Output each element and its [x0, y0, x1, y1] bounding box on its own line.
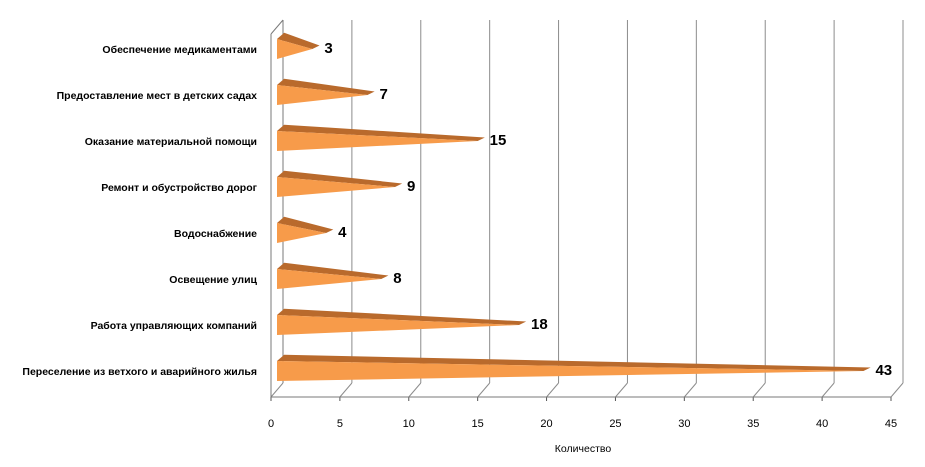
x-tick-label: 10 [403, 418, 415, 430]
x-tick-label: 30 [678, 418, 690, 430]
category-label: Работа управляющих компаний [91, 320, 257, 332]
y-axis-top-edge [270, 19, 284, 35]
bar-top-face [277, 32, 320, 49]
data-label: 7 [379, 86, 387, 103]
floor-gridline [339, 382, 353, 398]
bar [277, 177, 395, 197]
bar-top-face [277, 354, 871, 371]
bar [277, 269, 382, 289]
floor-gridline [752, 382, 766, 398]
category-label: Предоставление мест в детских садах [57, 90, 258, 102]
bar-top-face [277, 124, 485, 141]
category-label: Освещение улиц [169, 274, 257, 286]
x-tick-label: 45 [885, 418, 897, 430]
bar-top-face [277, 308, 527, 325]
bar [277, 361, 864, 381]
floor-gridline [477, 382, 491, 398]
x-tick-label: 0 [268, 418, 274, 430]
category-label: Ремонт и обустройство дорог [101, 182, 257, 194]
floor-gridline [546, 382, 559, 398]
floor-gridline [408, 382, 422, 398]
x-tick-label: 25 [609, 418, 621, 430]
grid [270, 20, 904, 398]
floor-gridline [270, 382, 284, 398]
bar-top-face [277, 170, 403, 187]
bar [277, 223, 327, 243]
x-tick-label: 35 [747, 418, 759, 430]
bar-top-face [277, 78, 375, 95]
category-labels: Обеспечение медикаментами Предоставление … [22, 44, 257, 378]
x-tick-labels: 0 5 10 15 20 25 30 35 40 45 [268, 418, 897, 430]
category-label: Водоснабжение [174, 228, 257, 240]
category-label: Оказание материальной помощи [85, 136, 257, 148]
bar [277, 39, 313, 59]
x-tick-label: 40 [816, 418, 828, 430]
bar [277, 315, 519, 335]
floor-gridline [615, 382, 628, 398]
data-label: 18 [531, 316, 548, 333]
x-axis-title: Количество [555, 443, 612, 455]
data-label: 3 [324, 40, 332, 57]
floor-gridline [890, 382, 904, 398]
floor-gridline [821, 382, 835, 398]
x-tick-label: 15 [472, 418, 484, 430]
data-label: 9 [407, 178, 415, 195]
floor-gridline [683, 382, 697, 398]
bar [277, 131, 478, 151]
category-label: Обеспечение медикаментами [102, 44, 257, 56]
bars [277, 32, 871, 381]
data-label: 8 [393, 270, 401, 287]
axis [270, 19, 892, 401]
category-label: Переселение из ветхого и аварийного жиль… [22, 366, 257, 378]
value-labels: 3 7 15 9 4 8 18 43 [324, 40, 892, 379]
bar-top-face [277, 262, 389, 279]
data-label: 15 [490, 132, 507, 149]
x-tick-label: 20 [540, 418, 552, 430]
data-label: 43 [875, 362, 892, 379]
bar [277, 85, 368, 105]
x-tick-label: 5 [337, 418, 343, 430]
data-label: 4 [338, 224, 347, 241]
bar-top-face [277, 216, 334, 233]
